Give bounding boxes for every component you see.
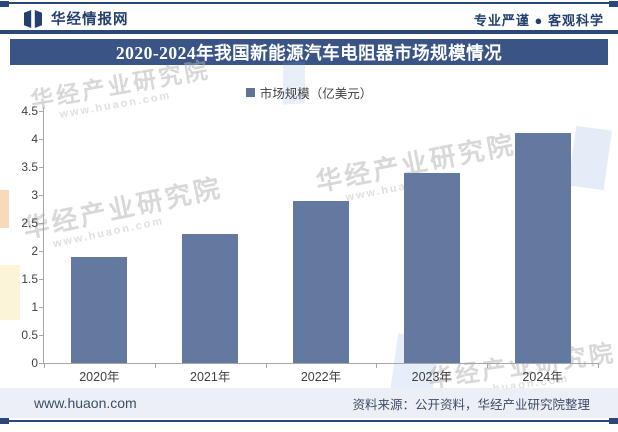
top-right-cap xyxy=(609,1,618,7)
bar-2023年 xyxy=(403,172,460,363)
chart-title: 2020-2024年我国新能源汽车电阻器市场规模情况 xyxy=(115,42,503,63)
legend-swatch xyxy=(245,88,255,97)
x-axis-tick xyxy=(487,364,489,368)
header-divider-line xyxy=(0,30,618,34)
y-axis-label: 4.5 xyxy=(21,104,38,118)
bottom-right-cap xyxy=(609,418,618,424)
footer-source-note: 资料来源：公开资料，华经产业研究院整理 xyxy=(352,397,590,412)
chart-legend: 市场规模（亿美元） xyxy=(0,83,618,102)
bottom-left-cap xyxy=(0,418,9,424)
header-slogan: 专业严谨 ● 客观科学 xyxy=(473,13,604,28)
y-axis-label: 2 xyxy=(31,244,38,258)
legend-label: 市场规模（亿美元） xyxy=(259,87,373,101)
x-axis-tick xyxy=(154,364,156,368)
y-axis-tick xyxy=(39,167,43,168)
y-axis-tick xyxy=(39,223,43,224)
bottom-border-line xyxy=(8,420,610,422)
y-axis-label: 3 xyxy=(31,188,38,202)
bar-2022年 xyxy=(293,200,349,363)
y-axis-tick xyxy=(39,279,43,280)
y-axis-tick xyxy=(39,195,43,196)
brand-name: 华经情报网 xyxy=(51,12,129,28)
y-axis-line xyxy=(43,107,44,364)
bar-2021年 xyxy=(182,234,239,363)
x-axis-tick xyxy=(44,364,45,368)
bar-2020年 xyxy=(71,256,128,363)
y-axis-tick xyxy=(39,307,43,308)
y-axis-label: 0.5 xyxy=(21,328,38,342)
x-axis-line xyxy=(43,363,599,364)
y-axis-tick xyxy=(39,139,43,140)
x-axis-label: 2020年 xyxy=(79,370,120,384)
y-axis-label: 4 xyxy=(31,132,38,146)
top-border-line xyxy=(8,2,610,4)
x-axis-label: 2022年 xyxy=(300,370,342,384)
x-axis-label: 2023年 xyxy=(411,370,452,384)
bar-2024年 xyxy=(514,133,571,363)
x-axis-label: 2024年 xyxy=(522,370,563,384)
brand: 华经情报网 xyxy=(22,8,129,29)
y-axis-label: 3.5 xyxy=(21,160,38,174)
header: 华经情报网 专业严谨 ● 客观科学 xyxy=(0,6,618,30)
y-axis-tick xyxy=(39,111,43,112)
footer-bar: www.huaon.com 资料来源：公开资料，华经产业研究院整理 xyxy=(0,388,618,418)
y-axis-tick xyxy=(39,251,43,252)
x-axis-label: 2021年 xyxy=(190,370,231,384)
y-axis-tick xyxy=(39,363,43,364)
y-axis-tick xyxy=(39,335,43,336)
footer-site-link[interactable]: www.huaon.com xyxy=(34,395,137,411)
x-axis-tick xyxy=(598,364,599,368)
x-axis-tick xyxy=(376,364,378,368)
top-left-cap xyxy=(0,1,9,7)
y-axis-label: 1.5 xyxy=(21,272,38,286)
y-axis-label: 2.5 xyxy=(21,216,38,230)
x-axis-tick xyxy=(265,364,267,368)
y-axis-label: 1 xyxy=(31,300,38,314)
brand-logo-icon xyxy=(22,9,44,28)
title-banner: 2020-2024年我国新能源汽车电阻器市场规模情况 xyxy=(10,39,608,65)
y-axis-label: 0 xyxy=(31,356,38,370)
